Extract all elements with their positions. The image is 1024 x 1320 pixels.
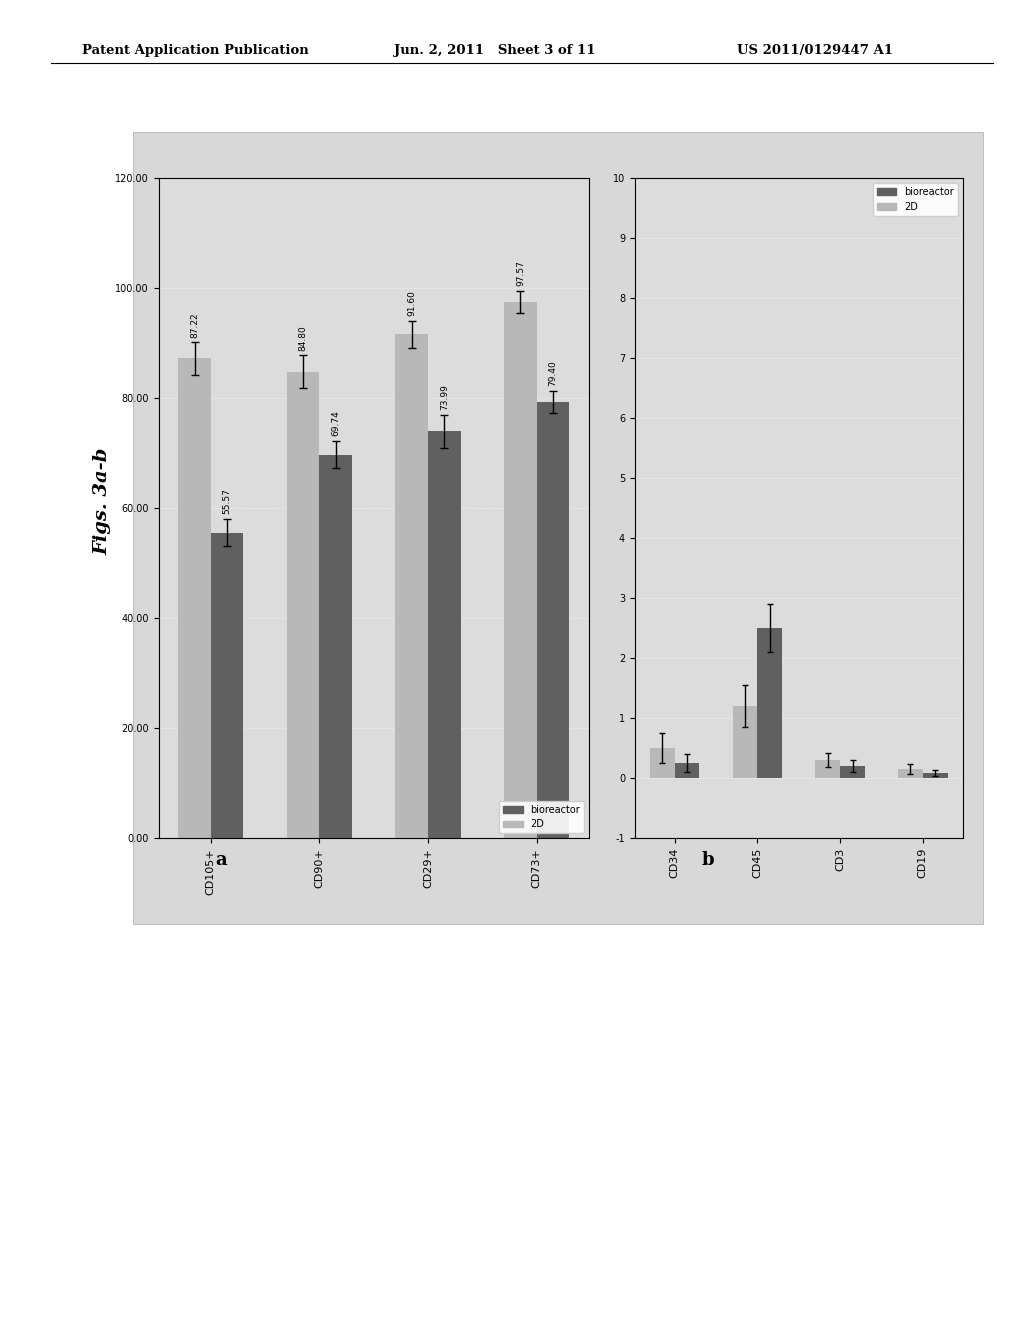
Text: US 2011/0129447 A1: US 2011/0129447 A1 (737, 44, 893, 57)
Bar (178, 359, 211, 838)
Bar (758, 628, 782, 779)
Bar (428, 432, 461, 838)
Text: 97.57: 97.57 (516, 260, 525, 286)
Text: 91.60: 91.60 (408, 290, 417, 317)
Text: 87.22: 87.22 (190, 312, 199, 338)
Text: a: a (215, 851, 226, 870)
Text: Patent Application Publication: Patent Application Publication (82, 44, 308, 57)
Bar (395, 334, 428, 838)
Bar (898, 770, 923, 779)
Bar (211, 532, 244, 838)
Text: 69.74: 69.74 (331, 411, 340, 437)
Bar (840, 766, 865, 779)
Text: b: b (701, 851, 714, 870)
Legend: bioreactor, 2D: bioreactor, 2D (872, 183, 957, 215)
Bar (537, 401, 569, 838)
Bar (923, 774, 947, 779)
Bar (815, 760, 840, 779)
Bar (504, 301, 537, 838)
Text: 84.80: 84.80 (299, 325, 307, 351)
Bar (675, 763, 699, 779)
Legend: bioreactor, 2D: bioreactor, 2D (499, 801, 584, 833)
Text: 55.57: 55.57 (222, 488, 231, 515)
Text: 73.99: 73.99 (440, 384, 449, 411)
Text: Figs. 3a-b: Figs. 3a-b (93, 447, 112, 556)
Bar (287, 372, 319, 838)
Bar (732, 706, 758, 779)
Bar (319, 454, 352, 838)
Text: 79.40: 79.40 (549, 360, 557, 385)
Bar (650, 748, 675, 779)
Text: Jun. 2, 2011   Sheet 3 of 11: Jun. 2, 2011 Sheet 3 of 11 (394, 44, 596, 57)
